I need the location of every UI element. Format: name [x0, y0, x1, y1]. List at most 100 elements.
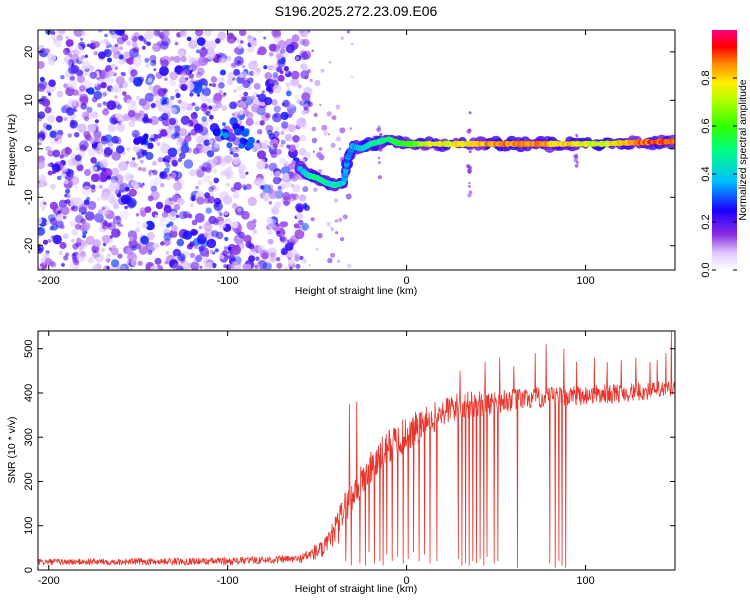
noise-speckle: [68, 98, 77, 107]
noise-speckle: [195, 185, 199, 190]
noise-speckle: [245, 183, 252, 190]
noise-speckle: [206, 40, 217, 51]
noise-speckle: [294, 253, 301, 260]
noise-speckle: [296, 99, 302, 104]
noise-speckle: [327, 257, 333, 264]
noise-speckle: [129, 160, 137, 168]
noise-speckle: [106, 266, 110, 270]
noise-speckle: [41, 206, 46, 211]
noise-speckle: [44, 106, 52, 114]
noise-speckle: [277, 74, 285, 82]
noise-speckle: [310, 217, 315, 222]
noise-speckle: [232, 77, 236, 81]
noise-speckle: [292, 135, 300, 143]
noise-speckle: [101, 167, 107, 173]
noise-speckle: [274, 170, 281, 178]
noise-speckle: [70, 176, 80, 186]
noise-speckle: [252, 229, 258, 235]
noise-speckle: [233, 111, 241, 119]
snr-panel: -200 -100 0 100 0 100 200 300 400 500 Height of …: [6, 330, 676, 595]
noise-speckle: [93, 51, 98, 56]
streak-speckle: [467, 184, 472, 188]
noise-speckle: [152, 42, 162, 52]
noise-speckle: [290, 77, 300, 87]
noise-speckle: [206, 98, 212, 104]
noise-speckle: [178, 76, 187, 85]
spectrogram-xtick-label: -100: [217, 275, 239, 287]
noise-speckle: [298, 30, 306, 34]
figure-title: S196.2025.272.23.09.E06: [275, 3, 438, 19]
noise-speckle: [107, 223, 112, 228]
noise-speckle: [279, 143, 284, 148]
noise-speckle: [170, 95, 175, 101]
noise-speckle: [120, 194, 131, 205]
noise-speckle: [224, 236, 229, 242]
noise-speckle: [319, 103, 322, 107]
noise-speckle: [261, 139, 271, 150]
noise-speckle: [110, 63, 117, 70]
noise-speckle: [65, 188, 71, 194]
noise-speckle: [259, 120, 265, 126]
noise-speckle: [226, 142, 233, 149]
noise-speckle: [212, 218, 220, 226]
noise-speckle: [148, 85, 154, 91]
spectrogram-marks: [38, 30, 675, 270]
streak-speckle: [377, 175, 382, 180]
noise-speckle: [290, 104, 295, 108]
noise-speckle: [48, 79, 56, 87]
noise-speckle: [76, 237, 82, 243]
noise-speckle: [238, 74, 244, 79]
noise-speckle: [222, 94, 226, 98]
noise-speckle: [256, 150, 267, 160]
noise-speckle: [192, 83, 203, 94]
noise-speckle: [82, 234, 86, 239]
noise-speckle: [275, 148, 282, 155]
noise-speckle: [61, 263, 65, 267]
noise-speckle: [152, 84, 162, 94]
noise-speckle: [38, 159, 46, 170]
noise-speckle: [218, 89, 224, 95]
noise-speckle: [180, 55, 187, 63]
noise-speckle: [141, 116, 150, 124]
noise-speckle: [126, 260, 130, 264]
noise-speckle: [89, 71, 98, 80]
noise-speckle: [263, 36, 267, 40]
noise-speckle: [47, 163, 51, 167]
noise-speckle: [137, 260, 143, 266]
noise-speckle: [153, 177, 162, 186]
streak-speckle: [377, 156, 381, 160]
noise-speckle: [73, 259, 80, 266]
noise-speckle: [118, 54, 124, 60]
noise-speckle: [300, 70, 310, 79]
noise-speckle: [135, 227, 140, 233]
noise-speckle: [109, 235, 113, 239]
noise-speckle: [147, 142, 154, 149]
noise-speckle: [315, 152, 322, 158]
noise-speckle: [279, 70, 284, 75]
noise-speckle: [107, 70, 115, 77]
noise-speckle: [272, 72, 279, 78]
noise-speckle: [292, 184, 301, 193]
noise-speckle: [257, 46, 267, 56]
noise-speckle: [203, 139, 211, 146]
noise-speckle: [231, 245, 242, 255]
noise-speckle: [215, 231, 224, 240]
colorbar-tick-label: 0.8: [700, 70, 712, 85]
noise-speckle: [47, 170, 53, 176]
noise-speckle: [108, 247, 113, 251]
noise-speckle: [246, 220, 257, 231]
noise-speckle: [213, 92, 223, 102]
noise-speckle: [94, 135, 101, 142]
noise-speckle: [294, 94, 300, 100]
noise-speckle: [169, 56, 175, 61]
noise-speckle: [102, 101, 107, 105]
noise-speckle: [160, 59, 169, 68]
noise-speckle: [131, 41, 138, 48]
noise-speckle: [195, 254, 203, 262]
noise-speckle: [201, 102, 207, 109]
noise-speckle: [38, 174, 47, 183]
noise-speckle: [145, 63, 150, 69]
noise-speckle: [329, 61, 331, 64]
noise-speckle: [303, 106, 309, 111]
